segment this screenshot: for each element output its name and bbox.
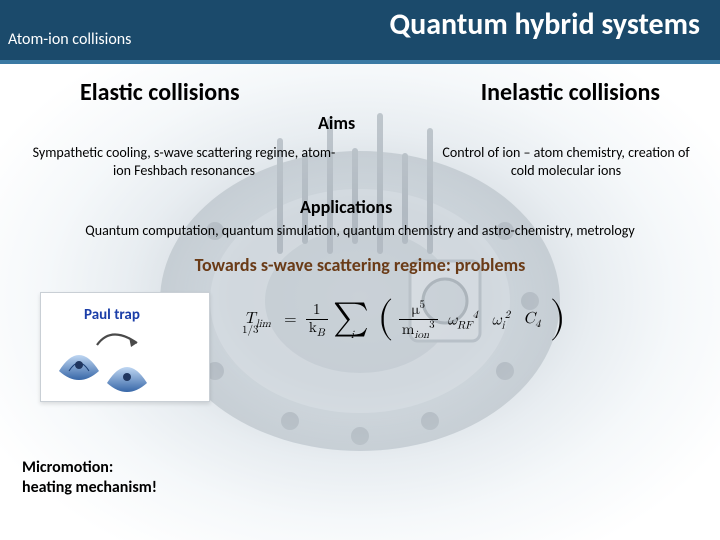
micromotion-line2: heating mechanism! xyxy=(22,478,157,497)
formula-inner-frac: μ5 mion3 xyxy=(399,300,438,342)
formula-omega-i-exp: 2 xyxy=(505,310,511,321)
formula-mion-exp: 3 xyxy=(429,320,435,331)
formula-omega-i-sub: i xyxy=(502,321,505,332)
formula-rparen: ) xyxy=(550,306,566,331)
aims-right-body: Control of ion – atom chemistry, creatio… xyxy=(436,144,696,179)
applications-label: Applications xyxy=(300,196,392,218)
micromotion-caption: Micromotion: heating mechanism! xyxy=(22,458,157,498)
applications-body: Quantum computation, quantum simulation,… xyxy=(20,222,700,239)
formula-omega-i: ω xyxy=(491,312,501,328)
formula-mion-sub: ion xyxy=(414,330,429,341)
formula-c4: C xyxy=(523,311,535,327)
formula-omega-rf-sub: RF xyxy=(457,321,472,332)
formula-omega-rf: ω xyxy=(447,312,457,328)
formula-sum-index: i xyxy=(351,330,354,341)
formula-lparen: ( xyxy=(377,306,393,331)
formula-mion: m xyxy=(402,322,415,337)
formula-omega-rf-exp: 4 xyxy=(472,310,478,321)
formula-prefactor-k: k xyxy=(309,320,317,335)
paul-trap-label: Paul trap xyxy=(84,306,140,324)
micromotion-line1: Micromotion: xyxy=(22,458,113,477)
formula-prefactor-num: 1 xyxy=(306,302,328,320)
formula-outer-exp: 1/3 xyxy=(242,325,259,336)
subheading-swave: Towards s-wave scattering regime: proble… xyxy=(0,254,720,276)
header-topic: Atom-ion collisions xyxy=(8,30,131,49)
formula-equals: = xyxy=(284,311,296,330)
column-title-inelastic: Inelastic collisions xyxy=(481,78,660,107)
aims-label: Aims xyxy=(318,112,355,134)
formula-prefactor: 1 kB xyxy=(306,302,328,340)
formula-sigma: ∑ xyxy=(333,307,369,331)
formula-c4-sub: 4 xyxy=(535,319,541,330)
paul-trap-label-line1: Paul trap xyxy=(84,306,140,324)
aims-left-body: Sympathetic cooling, s-wave scattering r… xyxy=(24,144,344,179)
tlim-formula: Tlim = 1 kB ∑i ( μ5 mion3 ωRF4 ωi2 C4 )1… xyxy=(240,300,580,396)
page-title: Quantum hybrid systems xyxy=(390,6,700,43)
column-title-elastic: Elastic collisions xyxy=(80,78,240,107)
formula-mu-exp: 5 xyxy=(419,300,425,311)
formula-prefactor-b: B xyxy=(317,328,325,339)
slide-root: Atom-ion collisions Quantum hybrid syste… xyxy=(0,0,720,540)
